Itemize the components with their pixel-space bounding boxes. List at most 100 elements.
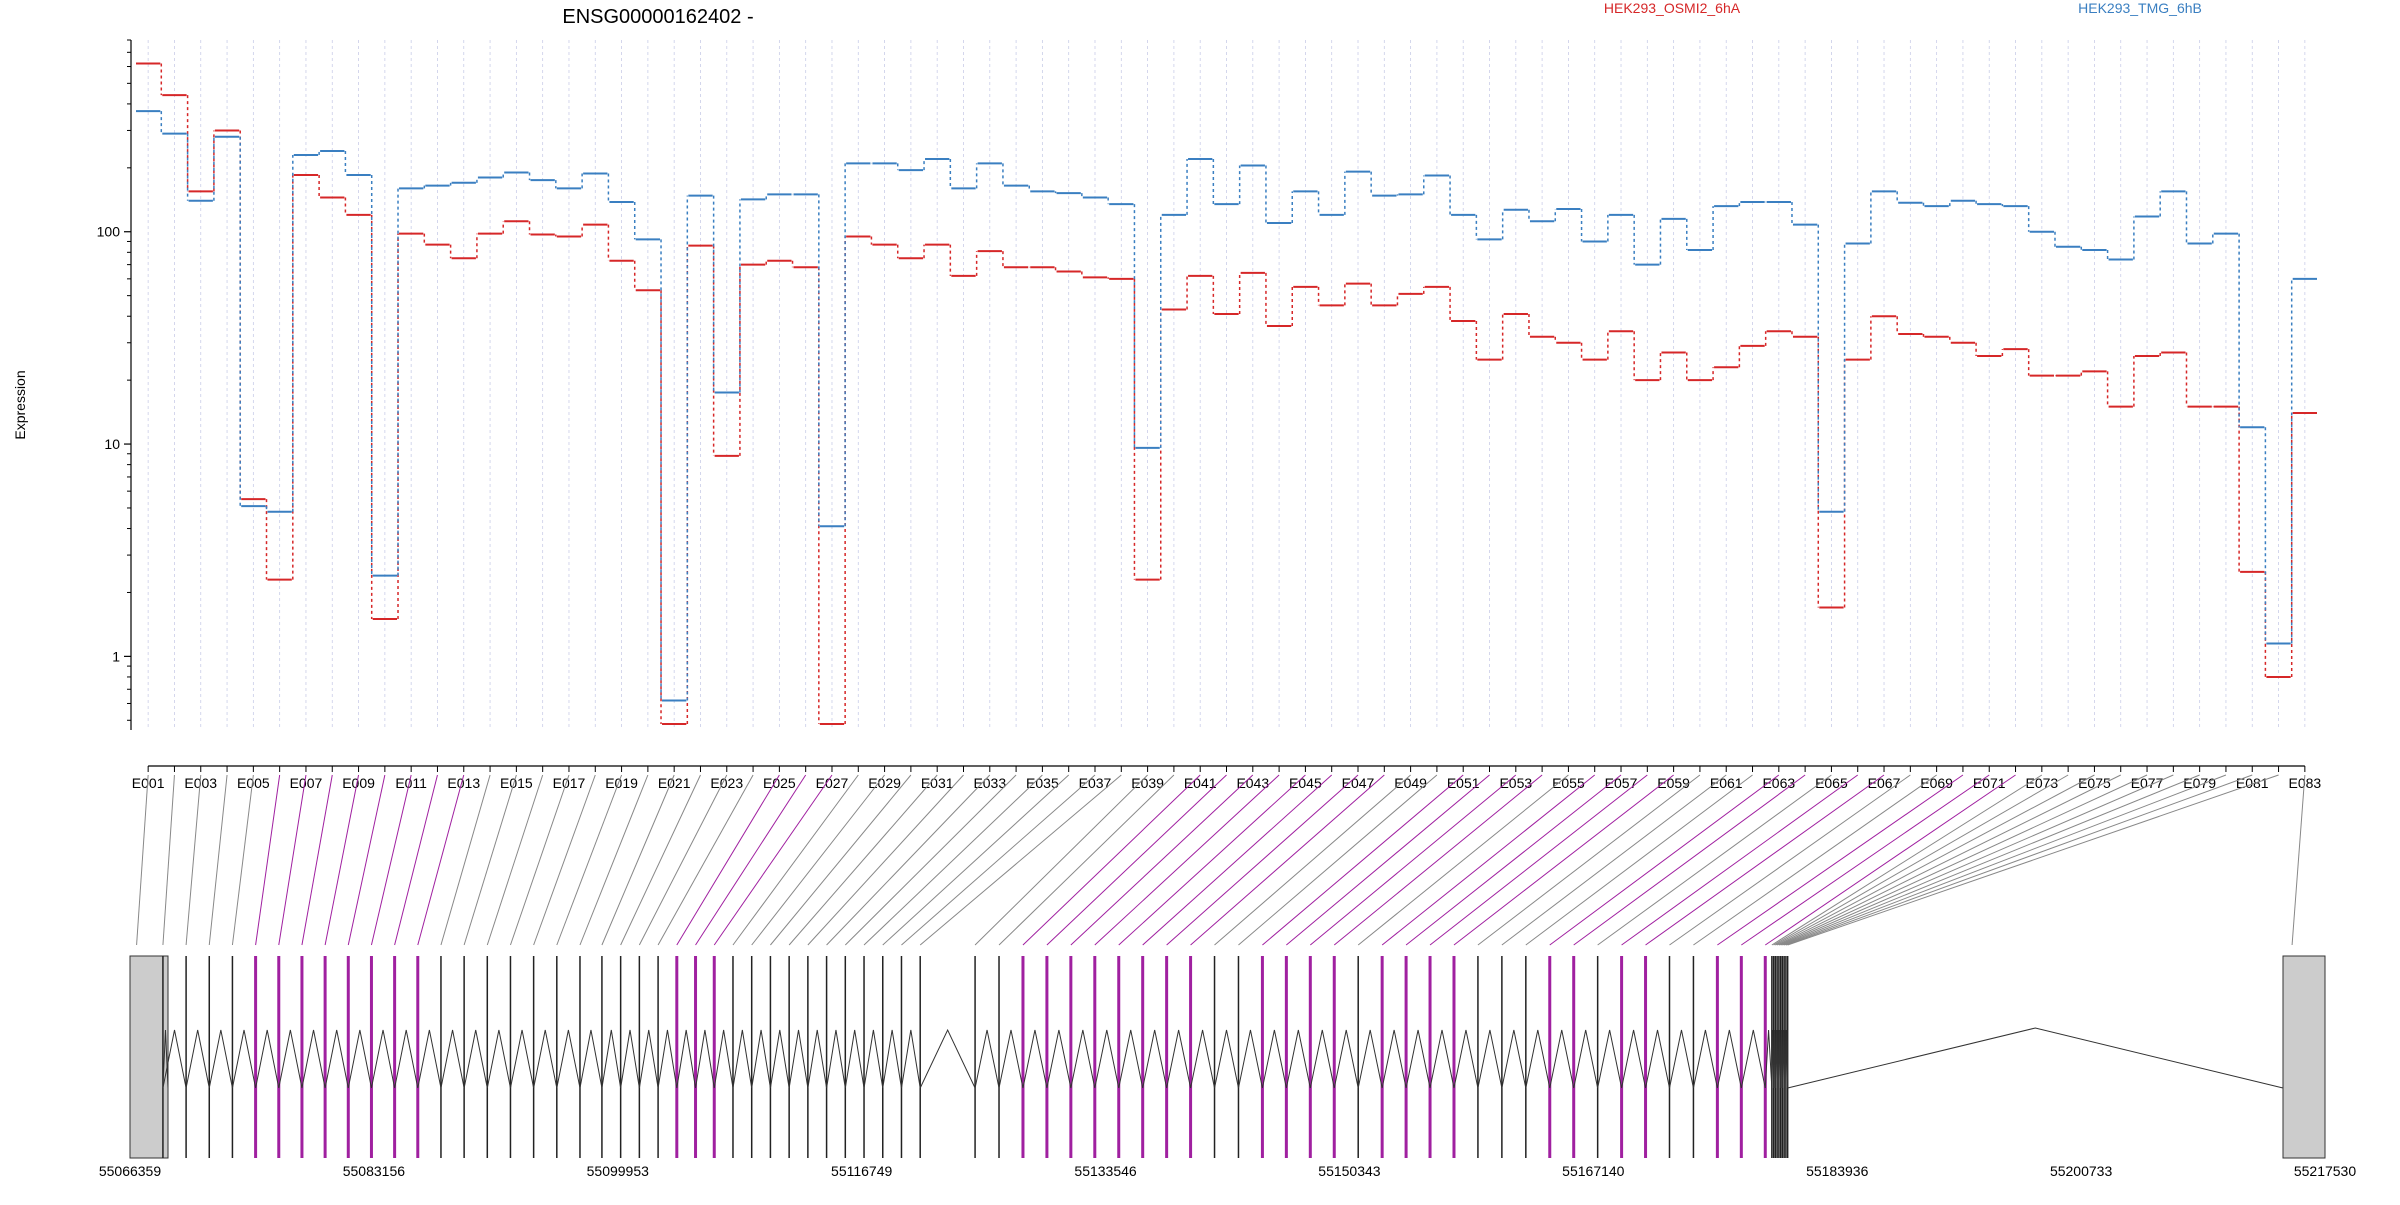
- x-tick-label: E025: [763, 775, 796, 791]
- x-tick-label: E049: [1394, 775, 1427, 791]
- x-tick-label: E021: [658, 775, 691, 791]
- y-tick-label: 10: [104, 436, 120, 452]
- exon-connector: [1309, 774, 1517, 946]
- intron-line: [394, 1029, 419, 1089]
- x-tick-label: E051: [1447, 775, 1480, 791]
- exon-connector: [1775, 774, 2095, 946]
- x-tick-label: E023: [710, 775, 743, 791]
- intron-line: [695, 1029, 715, 1089]
- intron-line: [1780, 1029, 1783, 1089]
- y-axis: 1 10 100: [97, 39, 132, 730]
- x-tick-label: E075: [2078, 775, 2111, 791]
- exon-connector: [1741, 774, 1990, 946]
- exon-connector: [1549, 774, 1780, 946]
- intron-line: [486, 1029, 511, 1089]
- intron-line: [1549, 1029, 1575, 1089]
- x-tick-label: E005: [237, 775, 270, 791]
- coordinate-label: 55116749: [831, 1163, 892, 1179]
- intron-line: [1477, 1029, 1503, 1089]
- intron-line: [1773, 1029, 1776, 1089]
- exon-connector: [974, 774, 1148, 946]
- intron-line: [1781, 1029, 1785, 1089]
- intron-line: [440, 1029, 465, 1089]
- intron-line: [1190, 1029, 1216, 1089]
- exon-connector-lines: [136, 774, 2306, 946]
- exon-connector: [1783, 774, 2227, 946]
- intron-line: [1118, 1029, 1144, 1089]
- intron-line: [1597, 1029, 1623, 1089]
- y-axis-label: Expression: [12, 370, 28, 439]
- exon-connector: [278, 774, 307, 946]
- exon-connector: [1238, 774, 1438, 946]
- intron-line: [919, 1028, 976, 1089]
- intron-line: [974, 1029, 1000, 1089]
- exon-connector: [1429, 774, 1648, 946]
- x-tick-label: E009: [342, 775, 375, 791]
- x-tick-label: E011: [395, 775, 427, 791]
- intron-line: [324, 1029, 349, 1089]
- exon-connector: [1778, 774, 2148, 946]
- exon-connector: [713, 774, 833, 946]
- x-tick-label: E081: [2236, 775, 2269, 791]
- intron-line: [533, 1029, 558, 1089]
- intron-line: [1669, 1029, 1694, 1089]
- intron-line: [1285, 1029, 1311, 1089]
- series-osmi2: [136, 62, 2317, 726]
- exon-connector: [1381, 774, 1596, 946]
- intron-line: [185, 1029, 210, 1089]
- intron-line: [231, 1029, 257, 1089]
- exon-connector: [1094, 774, 1280, 946]
- exon-connector: [1573, 774, 1806, 946]
- intron-line: [1261, 1029, 1287, 1089]
- intron-line: [1501, 1029, 1527, 1089]
- exon-connector: [1262, 774, 1464, 946]
- coordinate-label: 55133546: [1074, 1163, 1137, 1179]
- exon-connector: [732, 774, 859, 946]
- grid-layer: [147, 40, 2306, 730]
- intron-line: [1774, 1029, 1778, 1089]
- intron-line: [769, 1029, 790, 1089]
- exon-connector: [1780, 774, 2174, 946]
- exon-connector: [901, 774, 1096, 946]
- exon-connector: [417, 774, 465, 946]
- x-tick-label: E035: [1026, 775, 1059, 791]
- legend-label-tmg: HEK293_TMG_6hB: [2078, 0, 2202, 16]
- exon-connector: [1764, 774, 2016, 946]
- coordinate-label: 55217530: [2294, 1163, 2357, 1179]
- series-layer: [136, 62, 2317, 726]
- exon-connector: [638, 774, 728, 946]
- intron-line: [1787, 1027, 2284, 1089]
- intron-line: [1214, 1029, 1239, 1089]
- intron-line: [1429, 1029, 1455, 1089]
- x-tick-label: E047: [1342, 775, 1375, 791]
- exon-connector: [1525, 774, 1753, 946]
- exon-connector: [1693, 774, 1937, 946]
- intron-line: [601, 1029, 622, 1089]
- intron-line: [1142, 1029, 1168, 1089]
- exon-connector: [579, 774, 649, 946]
- exon-connector: [1773, 774, 2069, 946]
- intron-line: [1070, 1029, 1096, 1089]
- gene-model: [129, 955, 2326, 1159]
- coordinate-label: 55099953: [587, 1163, 650, 1179]
- intron-line: [162, 1029, 187, 1089]
- x-tick-label: E083: [2288, 775, 2321, 791]
- coordinate-label: 55200733: [2050, 1163, 2113, 1179]
- intron-line: [1764, 1029, 1773, 1089]
- exon-connector: [255, 774, 281, 946]
- x-tick-label: E079: [2183, 775, 2216, 791]
- intron-line: [370, 1029, 396, 1089]
- intron-line: [347, 1029, 372, 1089]
- exon-connector: [657, 774, 754, 946]
- exon-connector: [1477, 774, 1701, 946]
- intron-line: [463, 1029, 488, 1089]
- x-tick-label: E039: [1131, 775, 1164, 791]
- intron-line: [732, 1029, 753, 1089]
- intron-line: [556, 1029, 581, 1089]
- exon-connector: [486, 774, 544, 946]
- exon-connector: [1645, 774, 1885, 946]
- exon-connector: [919, 774, 1122, 946]
- intron-line: [788, 1029, 809, 1089]
- exon-connector: [136, 774, 149, 946]
- intron-line: [1645, 1029, 1670, 1089]
